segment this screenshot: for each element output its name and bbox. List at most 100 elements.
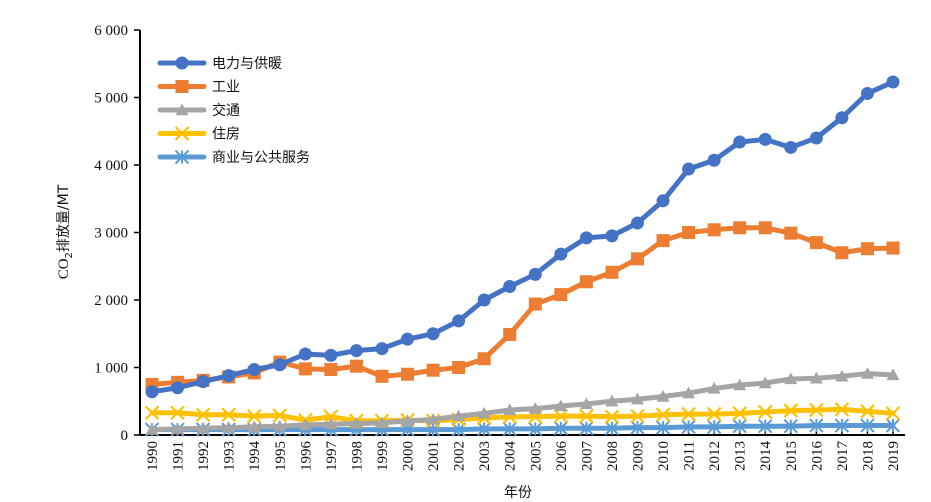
data-point	[579, 397, 593, 410]
legend-item: 住房	[157, 126, 240, 143]
data-point	[579, 421, 594, 436]
data-point	[605, 394, 619, 407]
legend-item: 电力与供暖	[157, 56, 282, 72]
x-tick-label: 2002	[452, 441, 468, 471]
data-point	[885, 406, 901, 421]
series-4	[144, 402, 901, 429]
data-point	[528, 297, 542, 311]
data-point	[656, 234, 670, 248]
data-point	[604, 421, 620, 436]
x-tick-label: 2000	[401, 441, 417, 471]
data-point	[630, 216, 644, 230]
data-point	[246, 408, 262, 424]
x-tick-label: 2011	[682, 441, 698, 470]
data-point	[452, 314, 466, 328]
data-point	[452, 409, 466, 422]
data-point	[145, 385, 159, 399]
data-point	[681, 406, 696, 422]
y-axis-title-subscript: 2	[64, 252, 75, 258]
data-point	[732, 419, 747, 434]
x-tick-label: 1997	[324, 441, 340, 472]
x-tick-label: 1993	[222, 441, 238, 471]
data-point	[324, 363, 338, 377]
series-line	[149, 371, 896, 433]
x-tick-label: 2005	[528, 441, 544, 471]
data-point	[401, 332, 415, 346]
data-point	[860, 404, 875, 419]
x-tick-label: 2003	[477, 441, 493, 471]
x-tick-label: 1994	[247, 441, 263, 472]
y-tick-label: 1 000	[94, 361, 128, 377]
data-point	[553, 421, 569, 436]
data-point	[375, 369, 389, 383]
x-tick-label: 2009	[630, 441, 646, 471]
x-tick-label: 1998	[349, 441, 365, 471]
data-point	[809, 418, 824, 433]
data-point	[733, 378, 747, 391]
data-point	[655, 420, 671, 435]
x-tick-label: 2018	[860, 441, 876, 471]
data-point	[630, 408, 645, 424]
x-tick-label: 1992	[196, 441, 212, 471]
y-axis-title-co: CO	[56, 258, 72, 279]
x-tick-label: 2012	[707, 441, 723, 471]
data-point	[758, 132, 772, 146]
y-tick-label: 0	[121, 428, 129, 444]
data-point	[630, 392, 644, 405]
data-point	[426, 363, 440, 377]
data-point	[426, 412, 440, 425]
data-point	[426, 327, 440, 341]
data-point	[476, 421, 492, 437]
data-point	[401, 414, 415, 427]
data-point	[579, 275, 593, 289]
data-point	[503, 327, 517, 341]
x-tick-label: 2019	[886, 441, 902, 471]
data-point	[757, 404, 773, 420]
data-point	[733, 221, 747, 235]
data-point	[886, 241, 900, 255]
legend-marker-icon	[175, 80, 189, 93]
data-point	[605, 229, 619, 243]
data-point	[809, 371, 823, 384]
data-point	[630, 252, 644, 266]
data-point	[682, 226, 696, 239]
data-point	[733, 135, 747, 149]
data-point	[860, 242, 874, 256]
data-point	[860, 367, 874, 379]
legend-marker-icon	[174, 126, 190, 141]
y-tick-label: 4 000	[94, 158, 128, 174]
data-point	[502, 421, 517, 437]
x-tick-label: 2006	[554, 441, 570, 472]
data-point	[273, 419, 287, 432]
legend-item: 商业与公共服务	[157, 149, 310, 166]
data-point	[323, 409, 339, 425]
x-tick-label: 2016	[809, 441, 825, 472]
y-tick-label: 5 000	[94, 91, 128, 107]
x-tick-label: 1996	[298, 441, 314, 472]
data-point	[528, 421, 543, 437]
data-point	[503, 403, 517, 416]
data-point	[886, 368, 900, 381]
legend-marker-icon	[175, 103, 189, 116]
data-point	[452, 361, 466, 374]
data-point	[758, 221, 772, 235]
data-point	[247, 363, 261, 377]
series-layer	[144, 75, 901, 437]
data-point	[222, 421, 236, 433]
data-point	[784, 226, 798, 240]
data-point	[375, 342, 389, 356]
data-point	[835, 246, 849, 260]
data-point	[783, 403, 799, 418]
data-point	[221, 407, 236, 423]
data-point	[298, 347, 312, 361]
data-point	[784, 372, 798, 385]
data-point	[809, 236, 823, 250]
data-point	[247, 420, 261, 433]
data-point	[835, 111, 849, 125]
y-axis-title-rest: 排放量/MT	[56, 184, 72, 252]
legend-item: 交通	[157, 102, 240, 119]
data-point	[834, 418, 850, 433]
data-point	[349, 417, 363, 429]
